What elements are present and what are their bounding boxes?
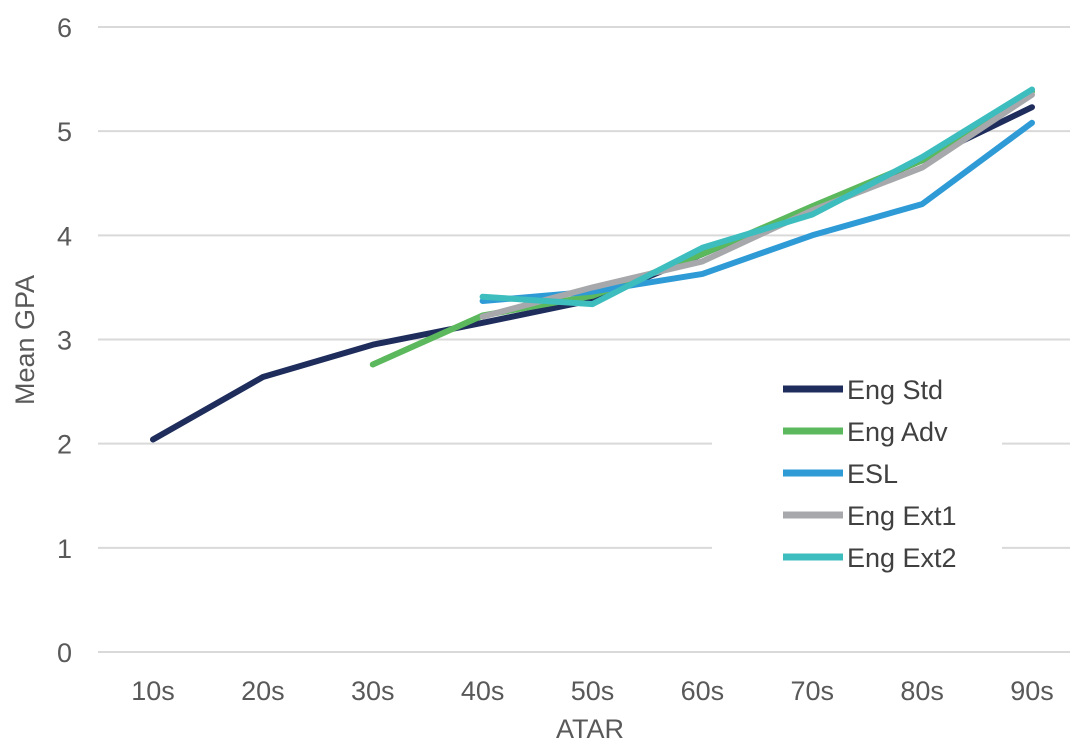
x-tick-label: 80s — [900, 676, 944, 706]
legend-label-eng-std: Eng Std — [847, 375, 943, 405]
y-tick-label: 3 — [57, 326, 72, 356]
legend-label-eng-adv: Eng Adv — [847, 417, 948, 447]
series-line-eng-ext1 — [479, 91, 1035, 320]
series-line-eng-adv — [369, 88, 1035, 368]
legend-label-eng-ext2: Eng Ext2 — [847, 543, 957, 573]
x-tick-label: 90s — [1010, 676, 1054, 706]
y-tick-label: 6 — [57, 13, 72, 43]
legend-label-esl: ESL — [847, 459, 898, 489]
y-tick-label: 2 — [57, 430, 72, 460]
series-lines — [150, 86, 1035, 443]
y-tick-label: 5 — [57, 117, 72, 147]
y-axis-title: Mean GPA — [10, 275, 40, 405]
legend: Eng Std Eng Adv ESL Eng Ext1 Eng Ext2 — [783, 375, 957, 573]
y-tick-label: 4 — [57, 221, 72, 251]
legend-label-eng-ext1: Eng Ext1 — [847, 501, 957, 531]
y-tick-label: 0 — [57, 638, 72, 668]
x-tick-label: 70s — [790, 676, 834, 706]
x-tick-label: 30s — [351, 676, 395, 706]
x-tick-label: 60s — [681, 676, 725, 706]
x-axis-ticks: 10s 20s 30s 40s 50s 60s 70s 80s 90s — [131, 676, 1054, 706]
series-line-eng-ext2 — [479, 86, 1035, 308]
gridlines — [98, 26, 1070, 653]
x-tick-label: 10s — [131, 676, 175, 706]
x-axis-title: ATAR — [556, 714, 624, 744]
x-tick-label: 50s — [571, 676, 615, 706]
y-axis-ticks: 0 1 2 3 4 5 6 — [57, 13, 72, 668]
legend-background — [712, 356, 1002, 578]
x-tick-label: 40s — [461, 676, 505, 706]
x-tick-label: 20s — [241, 676, 285, 706]
y-tick-label: 1 — [57, 534, 72, 564]
